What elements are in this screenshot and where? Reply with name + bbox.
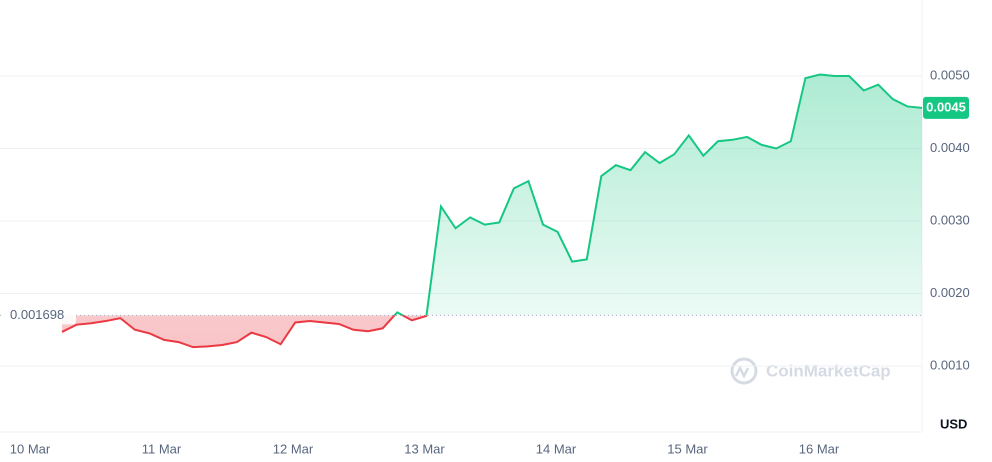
price-line-up xyxy=(393,73,922,316)
x-tick-label: 13 Mar xyxy=(404,441,445,456)
y-tick-label: 0.0050 xyxy=(930,67,970,82)
x-tick-label: 12 Mar xyxy=(273,441,314,456)
x-tick-label: 10 Mar xyxy=(10,441,51,456)
price-line-down xyxy=(61,315,428,349)
baseline-label: 0.001698 xyxy=(10,307,64,322)
watermark: CoinMarketCap xyxy=(730,357,891,385)
last-value-label: 0.0045 xyxy=(926,99,966,114)
y-tick-label: 0.0010 xyxy=(930,357,970,372)
x-tick-label: 14 Mar xyxy=(536,441,577,456)
last-value-badge xyxy=(923,96,969,119)
unit-label: USD xyxy=(940,416,967,431)
area-up xyxy=(394,74,922,316)
baseline-label-bg xyxy=(4,306,76,325)
y-tick-label: 0.0020 xyxy=(930,285,970,300)
y-tick-label: 0.0040 xyxy=(930,140,970,155)
x-tick-label: 11 Mar xyxy=(142,441,182,456)
x-tick-label: 16 Mar xyxy=(799,441,840,456)
x-tick-label: 15 Mar xyxy=(667,441,708,456)
y-tick-label: 0.0030 xyxy=(930,212,970,227)
area-down xyxy=(62,315,922,348)
watermark-text: CoinMarketCap xyxy=(766,361,891,380)
